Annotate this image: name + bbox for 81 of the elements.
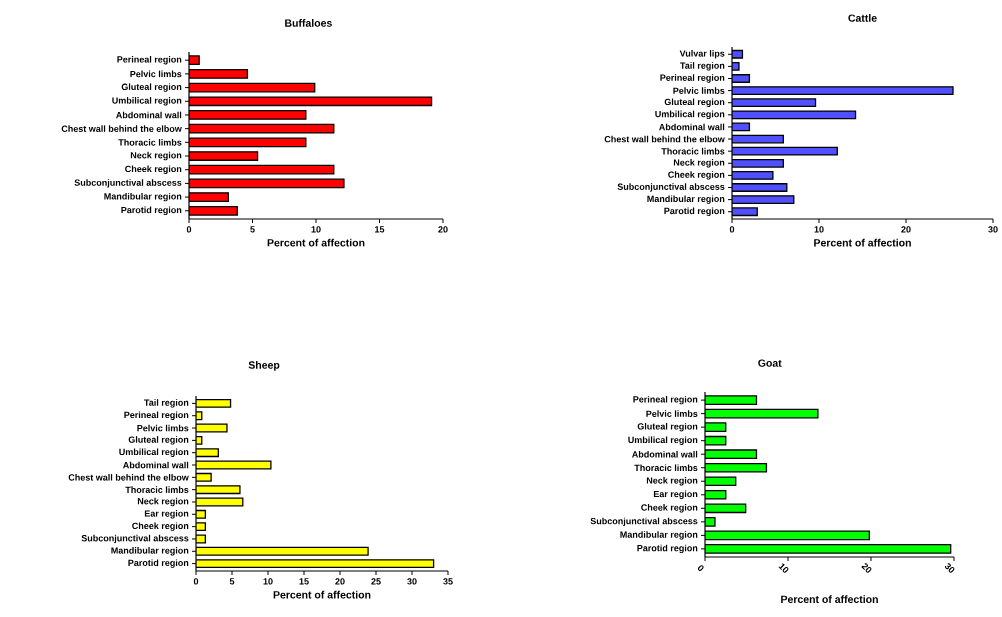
y-tick-label: Pelvic limbs bbox=[130, 70, 182, 78]
y-tick-label: Thoracic limbs bbox=[634, 464, 698, 472]
y-tick-label: Subconjunctival abscess bbox=[617, 183, 725, 192]
x-tick-label: 20 bbox=[438, 226, 448, 233]
y-tick-label: Perineal region bbox=[124, 411, 189, 420]
chart-title: Sheep bbox=[248, 361, 280, 371]
y-tick-label: Cheek region bbox=[132, 522, 189, 531]
x-tick-label: 35 bbox=[443, 578, 453, 585]
y-tick-label: Abdominal wall bbox=[116, 111, 182, 119]
y-tick-label: Neck region bbox=[646, 477, 698, 486]
y-tick-label: Ear region bbox=[653, 490, 698, 499]
y-tick-label: Umbilical region bbox=[628, 436, 698, 445]
x-tick-label: 0 bbox=[193, 578, 199, 585]
y-tick-label: Subconjunctival abscess bbox=[81, 534, 189, 544]
y-tick-label: Perineal region bbox=[633, 395, 698, 405]
y-tick-label: Cheek region bbox=[668, 171, 725, 180]
y-tick-label: Thoracic limbs bbox=[661, 147, 725, 155]
y-tick-label: Parotid region bbox=[128, 559, 189, 568]
y-tick-label: Thoracic limbs bbox=[118, 139, 182, 146]
x-tick-label: 0 bbox=[697, 565, 704, 571]
chart-title: Buffaloes bbox=[285, 19, 332, 27]
x-tick-label: 25 bbox=[371, 578, 381, 585]
y-tick-label: Chest wall behind the elbow bbox=[68, 474, 189, 481]
x-tick-label: 30 bbox=[944, 563, 955, 573]
x-tick-label: 20 bbox=[335, 578, 345, 585]
x-tick-label: 5 bbox=[250, 226, 255, 233]
x-tick-label: 0 bbox=[729, 226, 735, 233]
y-tick-label: Chest wall behind the elbow bbox=[61, 125, 182, 132]
y-tick-label: Tail region bbox=[144, 399, 189, 408]
x-tick-label: 10 bbox=[814, 226, 824, 233]
y-tick-label: Parotid region bbox=[637, 544, 698, 554]
y-tick-label: Gluteal region bbox=[637, 422, 698, 432]
x-tick-label: 5 bbox=[229, 578, 235, 585]
x-tick-label: 20 bbox=[901, 226, 911, 233]
y-tick-label: Gluteal region bbox=[664, 98, 725, 107]
chart-title: Cattle bbox=[848, 14, 877, 22]
x-tick-label: 10 bbox=[311, 226, 321, 233]
x-tick-label: 30 bbox=[407, 578, 417, 585]
y-tick-label: Parotid region bbox=[121, 206, 182, 215]
x-axis-title: Percent of affection bbox=[781, 595, 878, 604]
y-tick-label: Cheek region bbox=[125, 165, 182, 174]
x-tick-label: 20 bbox=[861, 563, 872, 573]
y-tick-label: Vulvar lips bbox=[679, 50, 725, 59]
y-tick-label: Neck region bbox=[673, 159, 725, 168]
y-tick-label: Subconjunctival abscess bbox=[590, 517, 698, 527]
x-tick-label: 15 bbox=[299, 578, 309, 585]
y-tick-label: Ear region bbox=[144, 510, 189, 519]
x-tick-label: 30 bbox=[988, 226, 998, 233]
y-tick-label: Neck region bbox=[130, 151, 182, 161]
x-axis-title: Percent of affection bbox=[267, 238, 365, 247]
x-tick-label: 10 bbox=[778, 563, 789, 573]
y-tick-label: Mandibular region bbox=[647, 195, 725, 204]
y-tick-label: Abdominal wall bbox=[659, 123, 725, 131]
y-tick-label: Umbilical region bbox=[119, 448, 189, 457]
y-tick-label: Pelvic limbs bbox=[646, 410, 698, 417]
y-tick-label: Abdominal wall bbox=[632, 450, 698, 458]
x-axis-title: Percent of affection bbox=[273, 590, 371, 599]
x-tick-label: 10 bbox=[263, 578, 273, 585]
y-tick-label: Subconjunctival abscess bbox=[74, 179, 182, 188]
x-axis-title: Percent of affection bbox=[814, 238, 911, 247]
y-tick-label: Umbilical region bbox=[112, 97, 182, 106]
y-tick-label: Mandibular region bbox=[620, 531, 698, 540]
y-tick-label: Cheek region bbox=[641, 504, 698, 513]
y-tick-label: Abdominal wall bbox=[123, 461, 189, 469]
y-tick-label: Perineal region bbox=[660, 74, 725, 83]
x-tick-label: 15 bbox=[375, 226, 385, 233]
y-tick-label: Perineal region bbox=[117, 56, 182, 65]
y-tick-label: Parotid region bbox=[664, 207, 725, 216]
y-tick-label: Thoracic limbs bbox=[125, 486, 189, 493]
y-tick-label: Mandibular region bbox=[111, 547, 189, 556]
y-tick-label: Pelvic limbs bbox=[137, 424, 189, 432]
y-tick-label: Gluteal region bbox=[128, 436, 189, 445]
chart-title: Goat bbox=[758, 359, 782, 367]
y-tick-label: Neck region bbox=[137, 497, 189, 507]
y-tick-label: Gluteal region bbox=[121, 83, 182, 92]
y-tick-label: Mandibular region bbox=[104, 192, 182, 202]
y-tick-label: Pelvic limbs bbox=[673, 87, 725, 94]
x-tick-label: 0 bbox=[186, 226, 192, 233]
y-tick-label: Umbilical region bbox=[655, 110, 725, 120]
y-tick-label: Tail region bbox=[680, 62, 725, 71]
y-tick-label: Chest wall behind the elbow bbox=[604, 135, 725, 143]
